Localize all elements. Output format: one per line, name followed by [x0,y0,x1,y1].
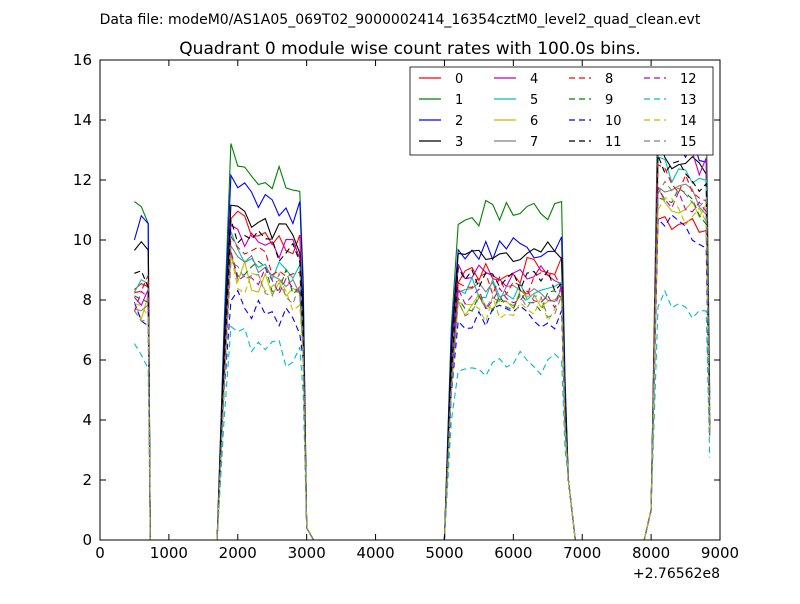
y-tick-label: 14 [73,111,92,129]
x-axis-offset-label: +2.76562e8 [633,566,720,582]
y-tick-label: 6 [82,351,92,369]
x-tick-label: 4000 [356,544,394,562]
y-tick-label: 8 [82,291,92,309]
figure-suptitle: Data file: modeM0/AS1A05_069T02_90000024… [100,12,701,28]
x-tick-label: 6000 [494,544,532,562]
series-line-13 [133,289,711,540]
legend-label-14: 14 [680,114,697,129]
x-tick-label: 0 [95,544,105,562]
x-tick-label: 3000 [288,544,326,562]
legend-label-2: 2 [455,114,463,129]
legend-label-13: 13 [680,93,697,108]
y-tick-label: 4 [82,411,92,429]
legend-label-6: 6 [530,114,538,129]
series-line-15 [133,180,711,540]
y-tick-label: 12 [73,171,92,189]
legend-label-12: 12 [680,72,697,87]
series-line-8 [134,163,711,540]
legend-label-15: 15 [680,135,697,150]
legend-label-11: 11 [605,135,622,150]
y-tick-label: 0 [82,531,92,549]
x-tick-label: 7000 [563,544,601,562]
series-line-14 [134,197,711,540]
legend-label-1: 1 [455,93,463,108]
x-tick-label: 1000 [150,544,188,562]
x-tick-label: 5000 [425,544,463,562]
legend-label-3: 3 [455,135,463,150]
legend-label-9: 9 [605,93,613,108]
series-layer [133,94,711,540]
legend-label-7: 7 [530,135,538,150]
y-tick-label: 10 [73,231,92,249]
x-tick-label: 8000 [632,544,670,562]
x-axis: 0 1000 2000 3000 4000 5000 6000 7000 8000 9000 [95,60,739,562]
y-tick-label: 2 [82,471,92,489]
y-tick-label: 16 [73,51,92,69]
legend-label-4: 4 [530,72,538,87]
legend-label-5: 5 [530,93,538,108]
legend-label-8: 8 [605,72,613,87]
x-tick-label: 9000 [701,544,739,562]
legend-box [409,66,714,156]
legend-label-0: 0 [455,72,463,87]
legend-label-10: 10 [605,114,622,129]
chart-title: Quadrant 0 module wise count rates with … [179,39,640,59]
x-tick-label: 2000 [219,544,257,562]
